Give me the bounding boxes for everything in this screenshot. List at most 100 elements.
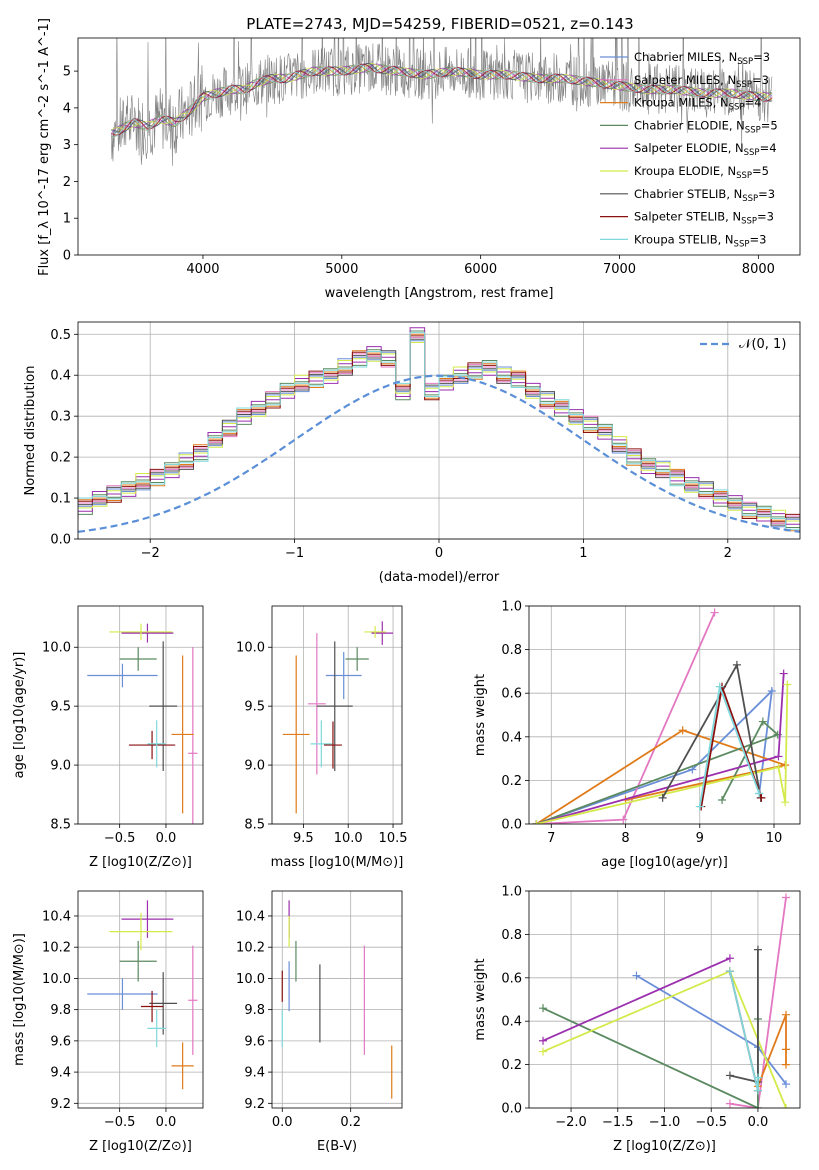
legend-count: =3 bbox=[749, 232, 766, 246]
legend-label: Kroupa ELODIE, NSSP=5 bbox=[634, 164, 769, 181]
y-tick-label: 2 bbox=[63, 175, 71, 190]
spectrum-panel: 4000 5000 6000 7000 8000 0 1 2 3 4 5 wavelength [An… bbox=[37, 18, 801, 301]
x-tick-label: 10.5 bbox=[379, 831, 408, 846]
model-spectrum-line bbox=[111, 63, 773, 136]
axes-frame bbox=[77, 890, 204, 1109]
histogram-series bbox=[78, 330, 800, 528]
weight-point-marker bbox=[757, 793, 766, 802]
axes-frame bbox=[77, 605, 204, 825]
y-tick-label: 10.2 bbox=[42, 941, 71, 956]
y-tick-label: 9.8 bbox=[244, 1003, 265, 1018]
x-tick-label: 8 bbox=[621, 831, 629, 846]
weight-point-marker bbox=[781, 798, 790, 807]
weight-point-marker bbox=[781, 1060, 790, 1069]
y-tick-label: 0.0 bbox=[501, 1102, 522, 1117]
x-axis-label: mass [log10(M/M⊙)] bbox=[271, 855, 404, 870]
y-tick-label: 0.2 bbox=[50, 451, 71, 466]
axes-frame bbox=[528, 605, 801, 825]
x-tick-label: 8000 bbox=[742, 262, 775, 277]
y-tick-label: 8.5 bbox=[244, 818, 265, 833]
y-tick-label: 9.5 bbox=[244, 700, 265, 715]
x-tick-label: −1.5 bbox=[602, 1115, 634, 1130]
y-tick-label: 9.2 bbox=[244, 1097, 265, 1112]
y-tick-label: 10.0 bbox=[42, 641, 71, 656]
legend-count: =3 bbox=[753, 50, 770, 64]
histogram-series bbox=[78, 332, 800, 530]
errorbar-plot-area bbox=[281, 900, 393, 1099]
legend-label: Chabrier ELODIE, NSSP=5 bbox=[634, 118, 778, 135]
weight-series-line bbox=[536, 684, 789, 824]
x-tick-label: 0.0 bbox=[748, 1115, 769, 1130]
weight-point-marker bbox=[725, 954, 734, 963]
x-tick-label: −2 bbox=[141, 546, 160, 561]
y-tick-label: 1.0 bbox=[501, 885, 522, 900]
weight-point-marker bbox=[758, 717, 767, 726]
x-axis-label: Z [log10(Z/Z⊙)] bbox=[89, 855, 192, 870]
y-tick-label: 0.0 bbox=[50, 533, 71, 548]
x-axis-label: (data-model)/error bbox=[379, 570, 500, 585]
y-tick-label: 1 bbox=[63, 212, 71, 227]
x-tick-label: −0.5 bbox=[695, 1115, 727, 1130]
weight-point-marker bbox=[774, 752, 783, 761]
legend-label: Salpeter STELIB, NSSP=3 bbox=[634, 210, 774, 227]
weight-series-line bbox=[729, 949, 759, 1084]
y-tick-label: 9.0 bbox=[244, 759, 265, 774]
legend-label: Salpeter MILES, NSSP=3 bbox=[634, 73, 769, 90]
x-tick-label: 0.0 bbox=[156, 1115, 177, 1130]
weight-series-line bbox=[536, 673, 785, 824]
weight-point-marker bbox=[710, 608, 719, 617]
mass-weight-vs-age-panel: 7 8 9 10 0.0 0.2 0.4 0.6 0.8 1.0 age [log10(age/yr… bbox=[473, 600, 801, 870]
histogram-series bbox=[78, 335, 800, 523]
legend-label: Kroupa STELIB, NSSP=3 bbox=[634, 232, 766, 249]
model-spectrum-line bbox=[111, 62, 773, 133]
weight-point-marker bbox=[632, 971, 641, 980]
legend-count: =3 bbox=[757, 210, 774, 224]
y-tick-label: 9.6 bbox=[244, 1034, 265, 1049]
x-tick-label: 6000 bbox=[464, 262, 497, 277]
x-tick-label: 7000 bbox=[603, 262, 636, 277]
weight-point-marker bbox=[779, 669, 788, 678]
x-tick-label: 1 bbox=[579, 546, 587, 561]
weight-series-line bbox=[542, 1007, 759, 1108]
weight-point-marker bbox=[781, 1045, 790, 1054]
observed-spectrum bbox=[111, 38, 773, 166]
y-axis-label: mass weight bbox=[473, 958, 488, 1040]
weight-point-marker bbox=[725, 1071, 734, 1080]
legend-count: =3 bbox=[752, 73, 769, 87]
age-vs-mass-panel: 9.5 10.0 10.5 8.5 9.0 9.5 10.0 mass [log10(M/M⊙… bbox=[236, 605, 408, 870]
y-tick-label: 10.0 bbox=[42, 972, 71, 987]
y-tick-label: 0.1 bbox=[50, 492, 71, 507]
y-axis-label: Normed distribution bbox=[23, 366, 38, 496]
spectrum-plot-area bbox=[110, 38, 773, 166]
errorbar-plot-area bbox=[282, 621, 394, 814]
legend-count: =5 bbox=[761, 118, 778, 132]
legend-subscript: SSP bbox=[736, 171, 752, 181]
y-axis-label: Flux [f_λ 10^-17 erg cm^-2 s^-1 A^-1] bbox=[37, 18, 52, 276]
legend-subscript: SSP bbox=[729, 103, 745, 113]
weight-point-marker bbox=[725, 1099, 734, 1108]
axes-frame bbox=[271, 605, 403, 825]
x-axis-label: E(B-V) bbox=[317, 1139, 357, 1154]
y-tick-label: 0.4 bbox=[50, 369, 71, 384]
model-spectrum-line bbox=[110, 63, 773, 134]
legend-subscript: SSP bbox=[742, 194, 758, 204]
y-tick-label: 0.4 bbox=[501, 730, 522, 745]
histogram-series bbox=[78, 342, 800, 528]
weight-point-marker bbox=[781, 893, 790, 902]
normal-curve bbox=[78, 374, 800, 533]
x-tick-label: 7 bbox=[547, 831, 555, 846]
y-axis-label: mass weight bbox=[473, 674, 488, 756]
weight-series-line bbox=[757, 1014, 787, 1087]
y-tick-label: 0.8 bbox=[501, 643, 522, 658]
y-tick-label: 3 bbox=[63, 138, 71, 153]
y-tick-label: 9.2 bbox=[50, 1097, 71, 1112]
weight-point-marker bbox=[532, 820, 541, 824]
y-tick-label: 10.0 bbox=[236, 972, 265, 987]
histogram-series bbox=[78, 337, 800, 524]
legend-subscript: SSP bbox=[736, 80, 752, 90]
x-tick-label: 9 bbox=[696, 831, 704, 846]
y-tick-label: 9.0 bbox=[50, 759, 71, 774]
legend-subscript: SSP bbox=[744, 148, 760, 158]
x-axis-label: wavelength [Angstrom, rest frame] bbox=[325, 286, 554, 301]
